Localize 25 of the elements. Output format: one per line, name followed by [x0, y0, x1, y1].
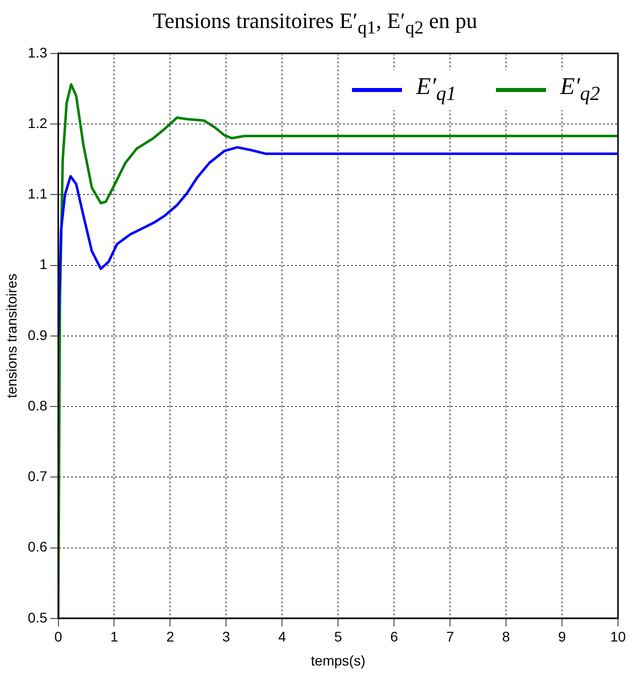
y-tick-label: 0.7 [28, 468, 48, 484]
x-tick-label: 4 [278, 628, 286, 645]
y-tick-label: 1 [39, 256, 48, 272]
x-axis-title: temps(s) [310, 652, 366, 668]
y-tick-label: 0.6 [28, 538, 48, 555]
legend-label: E′$_{q2}$ [560, 74, 600, 106]
y-tick-label: 0.8 [28, 397, 48, 414]
x-tick-label: 5 [334, 628, 342, 645]
x-tick-label: 3 [222, 628, 230, 645]
x-tick-label: 8 [502, 628, 510, 645]
chart-title: Tensions transitoires E′$_{q1}$, E′$_{q2}$ en pu [152, 8, 478, 38]
y-tick-label: 0.9 [28, 326, 48, 343]
x-tick-label: 1 [110, 628, 118, 645]
y-tick-label: 0.5 [28, 609, 48, 626]
x-tick-label: 2 [166, 628, 174, 645]
x-tick-label: 10 [610, 628, 626, 645]
y-tick-label: 1.2 [28, 114, 48, 131]
x-tick-label: 6 [390, 628, 398, 645]
y-axis-title: tensions transitoires [3, 274, 20, 398]
x-tick-label: 7 [446, 628, 454, 645]
x-tick-label: 9 [558, 628, 566, 645]
y-tick-label: 1.1 [28, 186, 48, 202]
x-tick-label: 0 [54, 628, 62, 645]
legend-label: E′$_{q1}$ [416, 74, 456, 106]
y-tick-label: 1.3 [28, 44, 48, 60]
